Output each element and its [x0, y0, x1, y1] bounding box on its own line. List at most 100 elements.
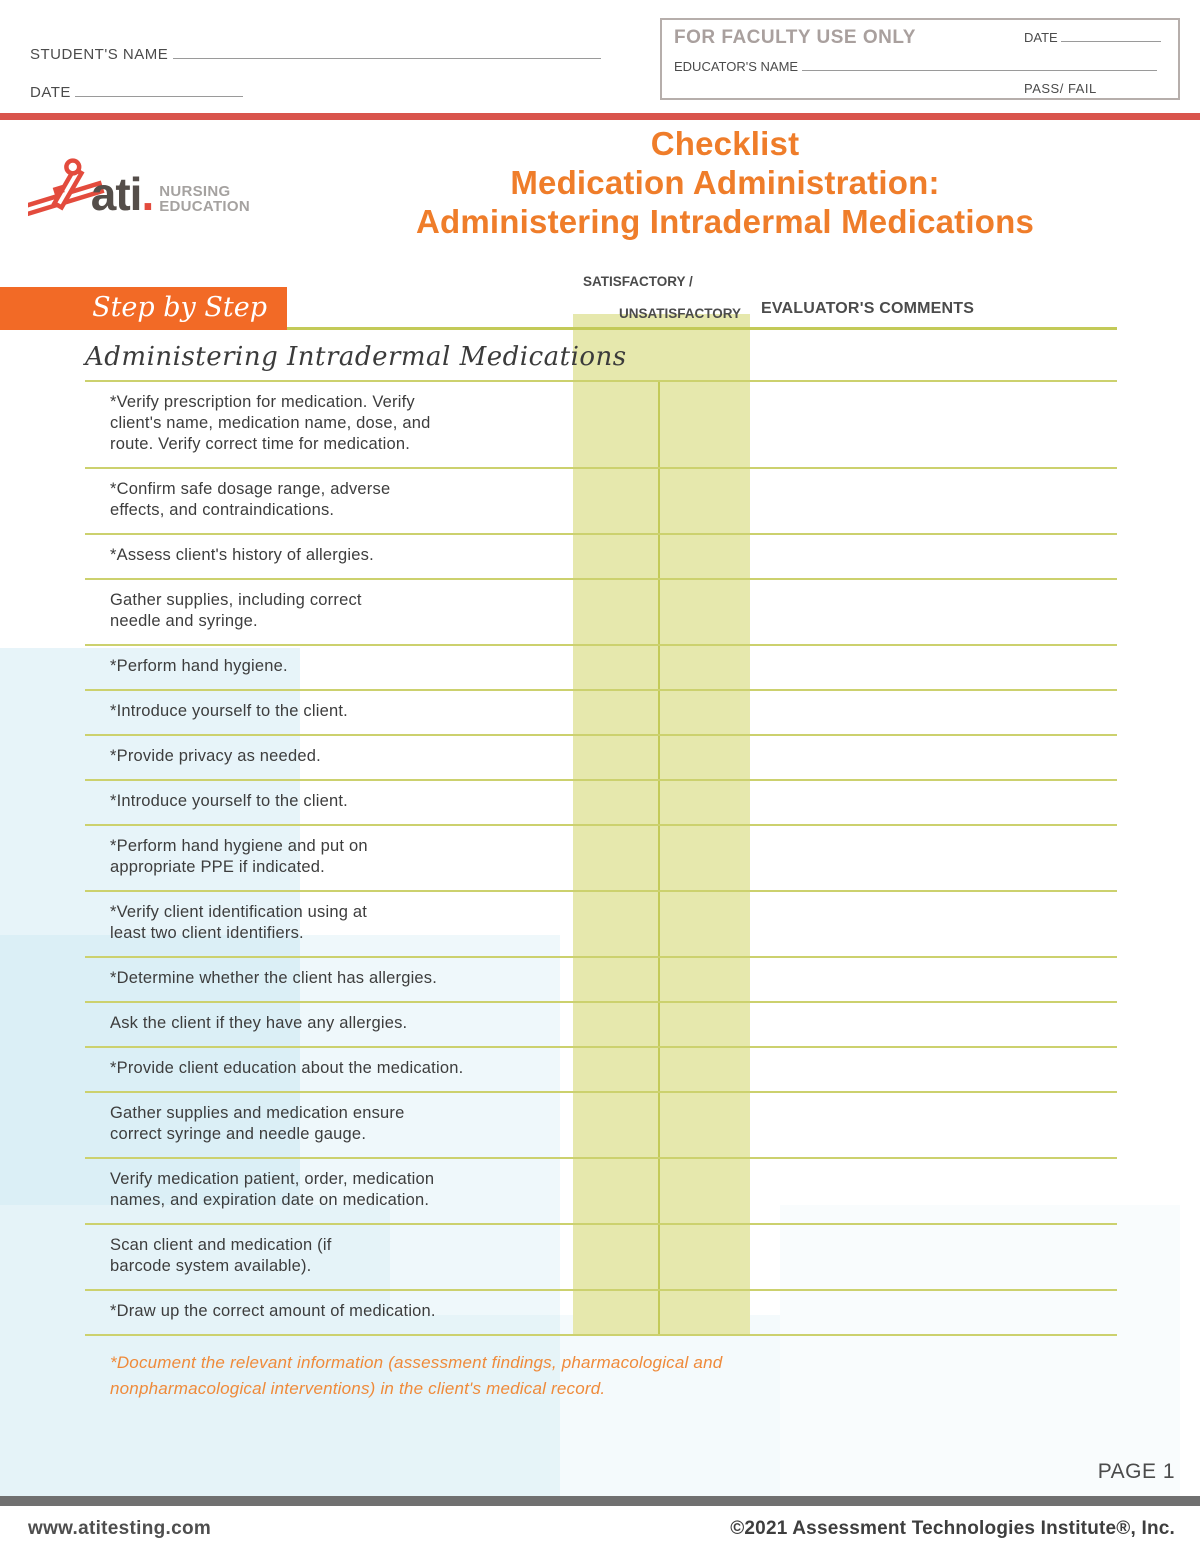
- satisfactory-cell: [573, 580, 750, 644]
- student-name-row: STUDENT'S NAME: [30, 45, 601, 64]
- step-text: *Determine whether the client has allerg…: [110, 969, 438, 987]
- documentation-note: *Document the relevant information (asse…: [110, 1353, 723, 1398]
- checklist-row: *Verify client identification using at l…: [85, 892, 1117, 958]
- satisfactory-cell: [573, 646, 750, 689]
- checklist-row: *Perform hand hygiene and put on appropr…: [85, 826, 1117, 892]
- educator-name-field: [801, 60, 1157, 71]
- logo-wordmark: ati.: [91, 171, 154, 217]
- ati-logo: ati. NURSING EDUCATION: [0, 120, 250, 262]
- checklist-row: *Determine whether the client has allerg…: [85, 958, 1117, 1003]
- pass-fail-label: PASS/ FAIL: [1024, 81, 1097, 96]
- faculty-date-row: DATE: [1024, 30, 1162, 45]
- satisfactory-cell: [573, 1093, 750, 1157]
- ati-figure-icon: [28, 158, 105, 219]
- satisfactory-column-header: SATISFACTORY / UNSATISFACTORY: [573, 262, 750, 330]
- checklist-row: *Introduce yourself to the client.: [85, 781, 1117, 826]
- satisfactory-header-line1: SATISFACTORY /: [583, 274, 693, 289]
- brand-row: ati. NURSING EDUCATION Checklist Medicat…: [0, 120, 1200, 262]
- checklist-row: *Draw up the correct amount of medicatio…: [85, 1291, 1117, 1336]
- footer-website: www.atitesting.com: [28, 1518, 212, 1539]
- comments-cell: [750, 1093, 1117, 1157]
- satisfactory-cell: [573, 958, 750, 1001]
- doc-title-line3: Administering Intradermal Medications: [415, 203, 1034, 240]
- step-text: *Verify client identification using at l…: [110, 903, 368, 942]
- faculty-date-label: DATE: [1024, 30, 1058, 45]
- checklist-row: Gather supplies, including correct needl…: [85, 580, 1117, 646]
- satisfactory-cell: [573, 382, 750, 467]
- watermark-rect: [0, 1205, 390, 1497]
- footer-copyright: ©2021 Assessment Technologies Institute®…: [730, 1518, 1175, 1539]
- watermark-rect: [390, 1315, 780, 1497]
- checklist-row: Ask the client if they have any allergie…: [85, 1003, 1117, 1048]
- satisfactory-cell: [573, 892, 750, 956]
- satisfactory-cell: [573, 1048, 750, 1091]
- checklist-row: *Assess client's history of allergies.: [85, 535, 1117, 580]
- step-text: *Introduce yourself to the client.: [110, 792, 348, 810]
- satisfactory-cell: [573, 826, 750, 890]
- step-by-step-banner: Step by Step: [0, 287, 287, 330]
- comments-cell: [750, 892, 1117, 956]
- step-text: *Provide client education about the medi…: [110, 1059, 464, 1077]
- checklist-row: *Introduce yourself to the client.: [85, 691, 1117, 736]
- comments-cell: [750, 646, 1117, 689]
- table-body: *Verify prescription for medication. Ver…: [85, 314, 1117, 1336]
- faculty-box-title: FOR FACULTY USE ONLY: [674, 27, 916, 48]
- doc-title-line1: Checklist: [650, 125, 800, 162]
- satisfactory-cell: [573, 1003, 750, 1046]
- step-text: Gather supplies and medication ensure co…: [110, 1104, 405, 1143]
- comments-cell: [750, 958, 1117, 1001]
- checklist-table: Step by Step SATISFACTORY / UNSATISFACTO…: [0, 262, 1117, 1402]
- satisfactory-cell: [573, 1225, 750, 1289]
- comments-cell: [750, 1159, 1117, 1223]
- doc-title-line2: Medication Administration:: [510, 164, 940, 201]
- satisfactory-cell: [573, 691, 750, 734]
- student-name-field: [172, 45, 601, 59]
- logo-ati-text: ati: [90, 168, 143, 220]
- step-text: *Perform hand hygiene and put on appropr…: [110, 837, 368, 876]
- checklist-row: Verify medication patient, order, medica…: [85, 1159, 1117, 1225]
- student-date-field: [75, 83, 244, 97]
- checklist-row: Scan client and medication (if barcode s…: [85, 1225, 1117, 1291]
- comments-cell: [750, 736, 1117, 779]
- red-divider-rule: [0, 113, 1200, 120]
- comments-cell: [750, 1048, 1117, 1091]
- educator-name-row: EDUCATOR'S NAME: [674, 59, 1157, 74]
- step-text: Gather supplies, including correct needl…: [110, 591, 362, 630]
- watermark-rect: [0, 648, 300, 1205]
- comments-cell: [750, 1225, 1117, 1289]
- logo-dot: .: [141, 168, 154, 220]
- step-text: *Draw up the correct amount of medicatio…: [110, 1302, 436, 1320]
- step-text: *Assess client's history of allergies.: [110, 546, 374, 564]
- comments-cell: [750, 1291, 1117, 1334]
- top-form-section: STUDENT'S NAME DATE FOR FACULTY USE ONLY…: [0, 0, 1200, 113]
- step-text: *Confirm safe dosage range, adverse effe…: [110, 480, 391, 519]
- table-header-row: Step by Step SATISFACTORY / UNSATISFACTO…: [0, 262, 1117, 330]
- section-title: Administering Intradermal Medications: [85, 330, 1117, 382]
- comments-cell: [750, 580, 1117, 644]
- satisfactory-cell: [573, 781, 750, 824]
- satisfactory-header-line2: UNSATISFACTORY: [618, 306, 741, 321]
- footer-bar: [0, 1496, 1200, 1506]
- step-text: Verify medication patient, order, medica…: [110, 1170, 435, 1209]
- step-text: *Provide privacy as needed.: [110, 747, 321, 765]
- checklist-row: *Provide client education about the medi…: [85, 1048, 1117, 1093]
- document-title-block: Checklist Medication Administration: Adm…: [250, 120, 1200, 262]
- comments-cell: [750, 826, 1117, 890]
- educator-name-label: EDUCATOR'S NAME: [674, 59, 799, 74]
- satisfactory-cell: [573, 736, 750, 779]
- checklist-row: Gather supplies and medication ensure co…: [85, 1093, 1117, 1159]
- faculty-use-box: FOR FACULTY USE ONLY DATE EDUCATOR'S NAM…: [660, 18, 1180, 100]
- comments-cell: [750, 1003, 1117, 1046]
- student-date-label: DATE: [30, 84, 71, 101]
- page-number: PAGE 1: [1097, 1460, 1175, 1483]
- comments-cell: [750, 691, 1117, 734]
- watermark-rect: [780, 1205, 1180, 1497]
- logo-text: ati. NURSING EDUCATION: [91, 171, 250, 217]
- comments-cell: [750, 781, 1117, 824]
- logo-sub-education: EDUCATION: [159, 198, 250, 215]
- checklist-row: *Verify prescription for medication. Ver…: [85, 382, 1117, 469]
- logo-subtitle: NURSING EDUCATION: [159, 184, 250, 214]
- comments-cell: [750, 469, 1117, 533]
- step-text: *Verify prescription for medication. Ver…: [110, 393, 431, 453]
